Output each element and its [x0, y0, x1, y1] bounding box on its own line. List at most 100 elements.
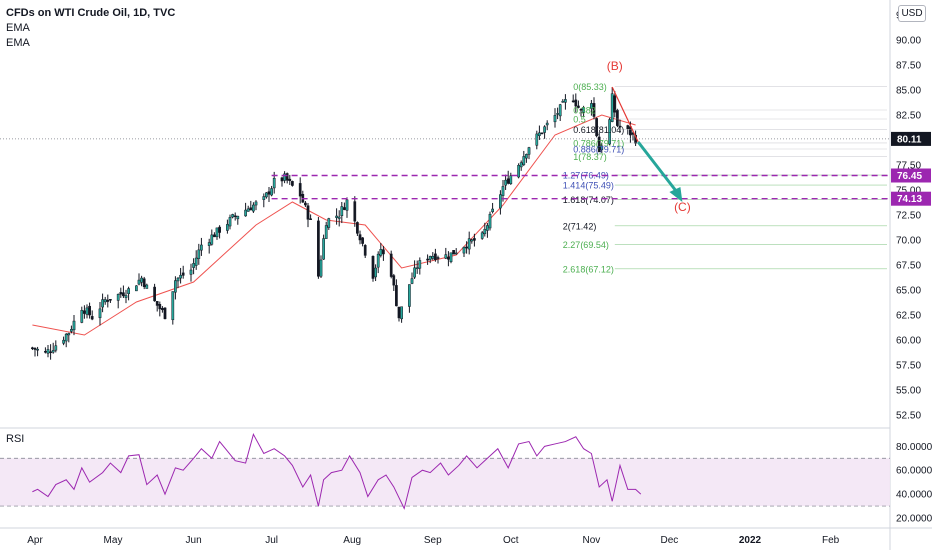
candle-body: [374, 267, 377, 278]
price-tick-label: 87.50: [896, 61, 921, 72]
candle-body: [613, 95, 617, 113]
price-tick-label: 60.00: [896, 336, 921, 347]
candle-body: [192, 263, 195, 268]
candle-body: [415, 267, 419, 270]
candle-body: [62, 339, 65, 344]
candle-body: [499, 194, 502, 209]
candle-body: [44, 351, 47, 353]
projection-arrow-head: [669, 187, 683, 202]
price-tick-label: 57.50: [896, 361, 921, 372]
candle-body: [189, 269, 193, 275]
candle-body: [431, 255, 435, 259]
candle-body: [194, 257, 198, 266]
candle-body: [616, 109, 619, 126]
candle-body: [428, 256, 432, 260]
candle-body: [465, 246, 468, 249]
price-tick-label: 90.00: [896, 36, 921, 47]
rsi-band: [0, 458, 890, 507]
candle-body: [210, 234, 214, 245]
candle-body: [467, 238, 471, 250]
price-tick-label: 55.00: [896, 386, 921, 397]
candle-body: [254, 201, 258, 206]
candle-body: [340, 206, 344, 216]
candle-body: [324, 225, 328, 239]
candle-body: [246, 208, 250, 212]
fib-label: 0.5: [573, 115, 586, 125]
candle-body: [483, 228, 487, 235]
time-tick-label: Apr: [27, 535, 43, 546]
candle-body: [353, 201, 357, 222]
candle-body: [70, 329, 73, 332]
candle-body: [304, 202, 307, 206]
candle-body: [527, 147, 531, 155]
price-tick-label: 52.50: [896, 411, 921, 422]
price-label-box: [891, 168, 931, 183]
candle-body: [426, 258, 429, 261]
candle-body: [358, 234, 362, 241]
candle-body: [142, 278, 146, 287]
candle-body: [88, 305, 91, 316]
candle-body: [579, 109, 583, 111]
price-label-text: 76.45: [897, 171, 922, 182]
candle-body: [80, 310, 84, 323]
candle-body: [51, 350, 55, 353]
wave-line: [611, 86, 639, 143]
rsi-tick-label: 60.0000: [896, 466, 932, 477]
candle-body: [410, 278, 414, 284]
candle-body: [101, 299, 104, 308]
rsi-title: RSI: [6, 433, 24, 445]
price-tick-label: 67.50: [896, 261, 921, 272]
time-tick-label: Dec: [661, 535, 679, 546]
candle-body: [181, 272, 185, 276]
candle-body: [582, 107, 585, 113]
time-tick-label: Sep: [424, 535, 442, 546]
candle-body: [447, 256, 450, 260]
candle-body: [31, 347, 34, 349]
time-tick-label: May: [104, 535, 123, 546]
candle-body: [397, 306, 401, 319]
candle-body: [392, 275, 396, 286]
time-tick-label: 2022: [739, 535, 762, 546]
candle-body: [519, 162, 523, 168]
candle-body: [158, 304, 162, 310]
candle-body: [90, 316, 94, 320]
candle-body: [33, 347, 37, 350]
candle-body: [543, 126, 546, 133]
candle-body: [452, 250, 455, 255]
candle-body: [371, 255, 375, 279]
fib-label: 0(85.33): [573, 82, 607, 92]
candle-body: [140, 277, 143, 283]
candle-body: [72, 320, 76, 331]
candle-body: [309, 218, 312, 220]
candle-body: [135, 285, 138, 292]
currency-badge[interactable]: USD: [898, 5, 926, 22]
time-tick-label: Oct: [503, 535, 519, 546]
candle-body: [376, 253, 380, 268]
candle-body: [252, 204, 255, 212]
candle-body: [558, 104, 562, 117]
candle-body: [400, 306, 403, 320]
price-tick-label: 65.00: [896, 286, 921, 297]
candle-body: [64, 333, 68, 342]
candle-body: [408, 284, 411, 307]
candle-body: [413, 267, 416, 278]
candle-body: [501, 186, 505, 196]
candle-body: [285, 173, 289, 181]
candle-body: [545, 122, 549, 126]
candle-body: [265, 192, 268, 198]
time-tick-label: Nov: [583, 535, 601, 546]
candle-body: [226, 224, 229, 231]
candle-body: [36, 348, 39, 351]
rsi-tick-label: 40.0000: [896, 490, 932, 501]
candle-body: [382, 249, 385, 255]
time-tick-label: Feb: [822, 535, 840, 546]
price-axis: 52.50 55.00 57.50 60.00 62.50 65.00 67.50 70.00…: [896, 11, 921, 422]
candle-body: [267, 191, 271, 195]
candle-body: [153, 286, 156, 302]
fib-label: 0.382: [573, 106, 596, 116]
candle-body: [161, 307, 164, 311]
candle-body: [106, 299, 110, 302]
rsi-pane: RSI 20.0000 40.0000 60.0000 80.0000: [0, 433, 932, 525]
candle-body: [553, 115, 557, 123]
candle-body: [509, 175, 513, 184]
